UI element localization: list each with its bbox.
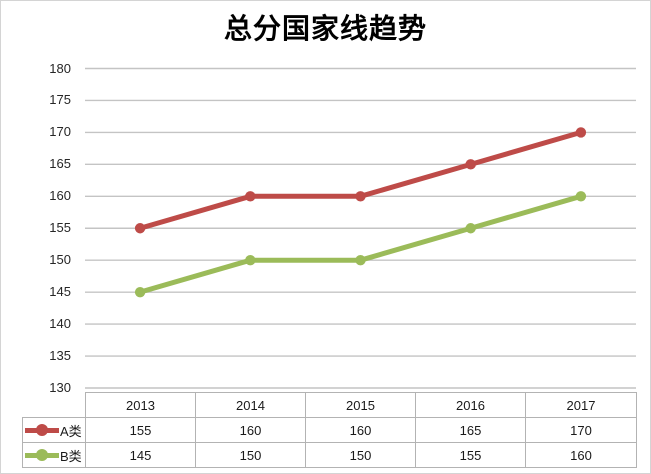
data-point-marker — [575, 191, 587, 202]
value-cell: 145 — [85, 442, 196, 468]
data-point-marker — [465, 159, 476, 170]
y-axis-tick-label: 170 — [49, 124, 71, 140]
value-cell: 160 — [525, 442, 637, 468]
data-point-marker — [245, 191, 256, 202]
data-point-marker — [355, 191, 366, 202]
data-point-marker — [575, 127, 587, 138]
series-a-legend-key-icon — [25, 423, 59, 437]
table-row-series-a: A类 155 160 160 165 170 — [22, 417, 637, 443]
value-cell: 155 — [85, 417, 196, 443]
legend-marker-icon — [36, 424, 48, 436]
chart-title: 总分国家线趋势 — [223, 12, 427, 45]
series-a-label: A类 — [60, 423, 82, 439]
value-cell: 150 — [195, 442, 306, 468]
legend-cell-series-b: B类 — [22, 442, 86, 468]
y-axis-tick-label: 145 — [49, 284, 71, 300]
value-cell: 170 — [525, 417, 637, 443]
data-point-marker — [134, 223, 146, 234]
year-header-cell: 2014 — [195, 392, 306, 418]
legend-cell-series-a: A类 — [22, 417, 86, 443]
value-cell: 150 — [305, 442, 416, 468]
y-axis-tick-label: 135 — [49, 348, 71, 364]
y-axis-tick-label: 180 — [49, 60, 71, 76]
series-b-legend-key-icon — [25, 448, 59, 462]
table-corner-cell — [23, 393, 86, 418]
year-header-cell: 2015 — [305, 392, 416, 418]
y-axis-tick-label: 150 — [49, 252, 71, 268]
y-axis-tick-label: 140 — [49, 316, 71, 332]
data-table: 2013 2014 2015 2016 2017 A类 155 160 160 … — [22, 392, 637, 468]
legend-marker-icon — [36, 449, 48, 461]
data-point-marker — [355, 255, 366, 266]
series-b-label: B类 — [60, 448, 82, 464]
y-axis-tick-label: 175 — [49, 92, 71, 108]
data-point-marker — [134, 286, 146, 298]
year-header-cell: 2016 — [415, 392, 526, 418]
data-point-marker — [245, 255, 256, 266]
year-header-cell: 2013 — [85, 392, 196, 418]
value-cell: 155 — [415, 442, 526, 468]
value-cell: 160 — [195, 417, 306, 443]
y-axis-tick-label: 160 — [49, 188, 71, 204]
table-row-series-b: B类 145 150 150 155 160 — [22, 442, 637, 468]
year-header-cell: 2017 — [525, 392, 637, 418]
y-axis-tick-label: 165 — [49, 156, 71, 172]
value-cell: 165 — [415, 417, 526, 443]
table-header-row: 2013 2014 2015 2016 2017 — [23, 392, 637, 418]
y-axis-tick-label: 155 — [49, 220, 71, 236]
y-axis-tick-label: 130 — [49, 380, 71, 395]
data-point-marker — [465, 223, 476, 234]
value-cell: 160 — [305, 417, 416, 443]
